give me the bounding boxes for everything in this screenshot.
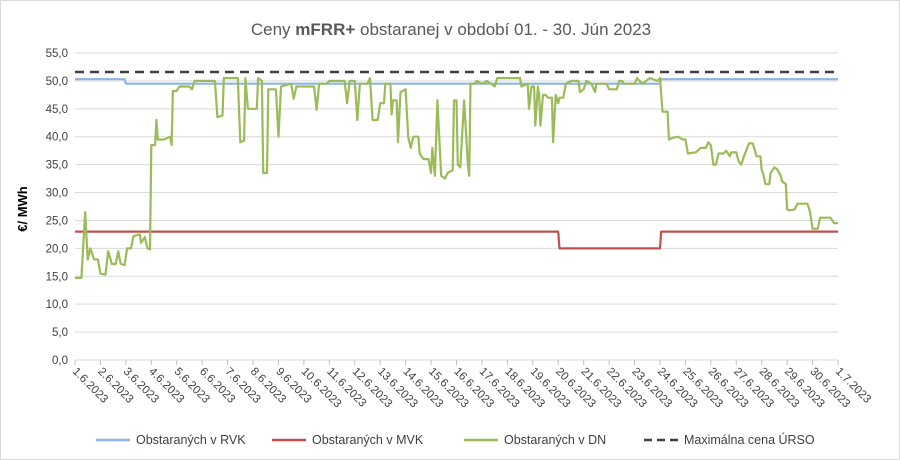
y-tick-label: 35,0: [46, 160, 68, 172]
chart-title-part: Ceny: [251, 20, 295, 39]
x-tick-labels: 1.6.20232.6.20233.6.20234.6.20235.6.2023…: [70, 366, 873, 411]
y-tick-label: 20,0: [46, 243, 68, 255]
legend-entry: Obstaraných v MVK: [312, 433, 424, 447]
y-axis-label: €/ MWh: [15, 186, 30, 232]
y-tick-label: 15,0: [46, 271, 68, 283]
y-tick-label: 10,0: [46, 299, 68, 311]
chart-title: Ceny mFRR+ obstaranej v období 01. - 30.…: [251, 20, 651, 39]
series-lines: [75, 70, 838, 279]
y-tick-label: 5,0: [52, 327, 68, 339]
legend-entry: Obstaraných v RVK: [136, 433, 246, 447]
legend-entry: Maximálna cena ÚRSO: [684, 432, 815, 447]
y-tick-label: 45,0: [46, 104, 68, 116]
legend: Obstaraných v RVK Obstaraných v MVK Obstar…: [96, 432, 815, 447]
chart-title-part: obstaranej v období 01. - 30. Jún 2023: [355, 20, 651, 39]
y-tick-label: 30,0: [46, 188, 68, 200]
chart-title-bold-part: mFRR+: [295, 20, 355, 39]
y-tick-label: 0,0: [52, 355, 68, 367]
y-tick-label: 40,0: [46, 132, 68, 144]
series-line-0: [75, 78, 838, 85]
y-tick-labels: 0,0 5,0 10,0 15,0 20,0 25,0 30,0 35,0 40,0 45,0 50…: [46, 48, 68, 367]
y-tick-label: 25,0: [46, 215, 68, 227]
y-tick-label: 55,0: [46, 48, 68, 60]
series-line-2: [75, 76, 838, 279]
series-line-1: [75, 230, 838, 250]
y-tick-label: 50,0: [46, 76, 68, 88]
legend-entry: Obstaraných v DN: [504, 433, 606, 447]
